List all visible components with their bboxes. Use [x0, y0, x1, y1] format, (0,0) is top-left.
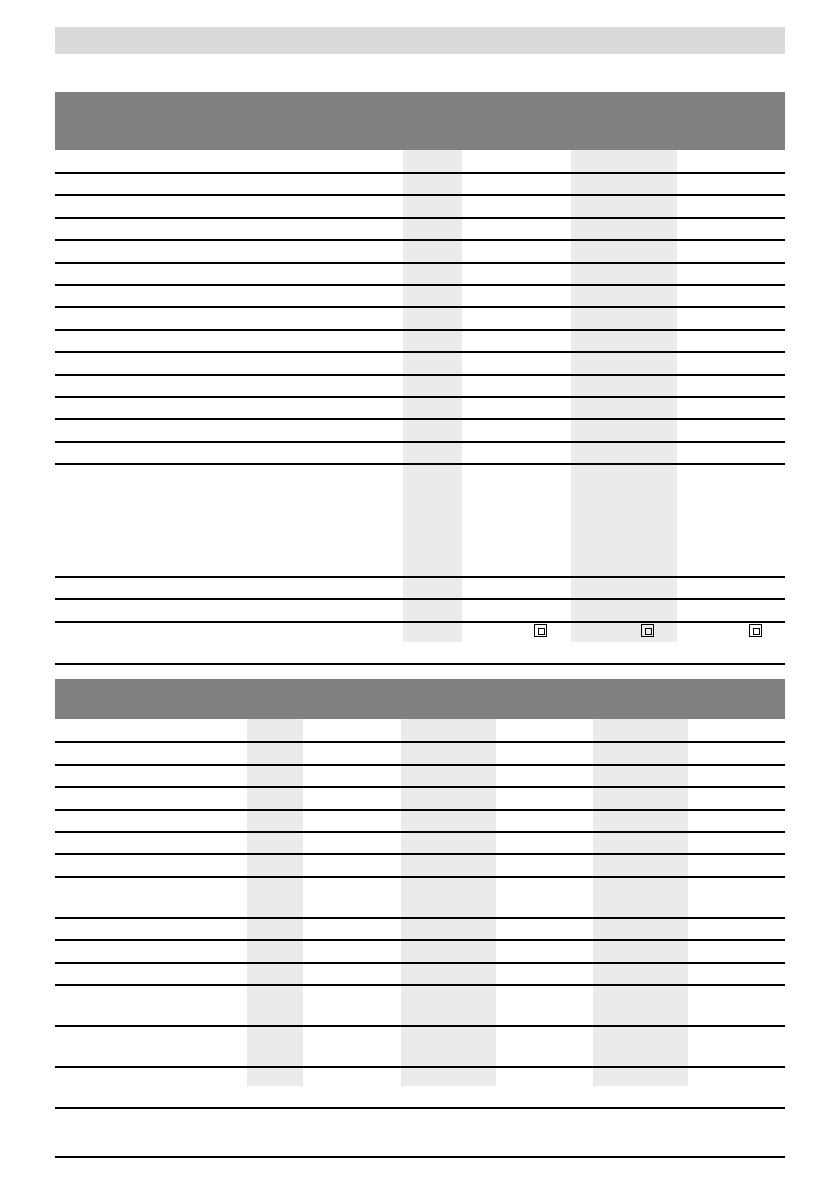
table-header [55, 92, 785, 150]
shaded-column [593, 719, 688, 1086]
row-divider [55, 351, 785, 353]
row-divider [55, 396, 785, 398]
row-divider [55, 917, 785, 919]
row-divider [55, 418, 785, 420]
row-divider [55, 984, 785, 986]
row-divider [55, 306, 785, 308]
row-divider [55, 576, 785, 578]
page-header-bar [55, 27, 785, 54]
shaded-column [247, 719, 303, 1086]
row-divider [55, 831, 785, 833]
row-divider [55, 329, 785, 331]
row-divider [55, 217, 785, 219]
row-divider [55, 786, 785, 788]
double-insulation-icon [534, 624, 547, 637]
row-divider [55, 1107, 785, 1109]
table-header [55, 679, 785, 719]
row-divider [55, 809, 785, 811]
row-divider [55, 194, 785, 196]
row-divider [55, 764, 785, 766]
row-divider [55, 1156, 785, 1158]
row-divider [55, 853, 785, 855]
row-divider [55, 172, 785, 174]
shaded-column [401, 719, 496, 1086]
row-divider [55, 374, 785, 376]
row-divider [55, 262, 785, 264]
row-divider [55, 876, 785, 878]
row-divider [55, 239, 785, 241]
double-insulation-icon [641, 624, 654, 637]
row-divider [55, 441, 785, 443]
row-divider [55, 1066, 785, 1068]
row-divider [55, 621, 785, 623]
row-divider [55, 939, 785, 941]
row-divider [55, 741, 785, 743]
row-divider [55, 663, 785, 665]
row-divider [55, 962, 785, 964]
row-divider [55, 1025, 785, 1027]
row-divider [55, 598, 785, 600]
row-divider [55, 284, 785, 286]
row-divider [55, 463, 785, 465]
double-insulation-icon [749, 624, 762, 637]
